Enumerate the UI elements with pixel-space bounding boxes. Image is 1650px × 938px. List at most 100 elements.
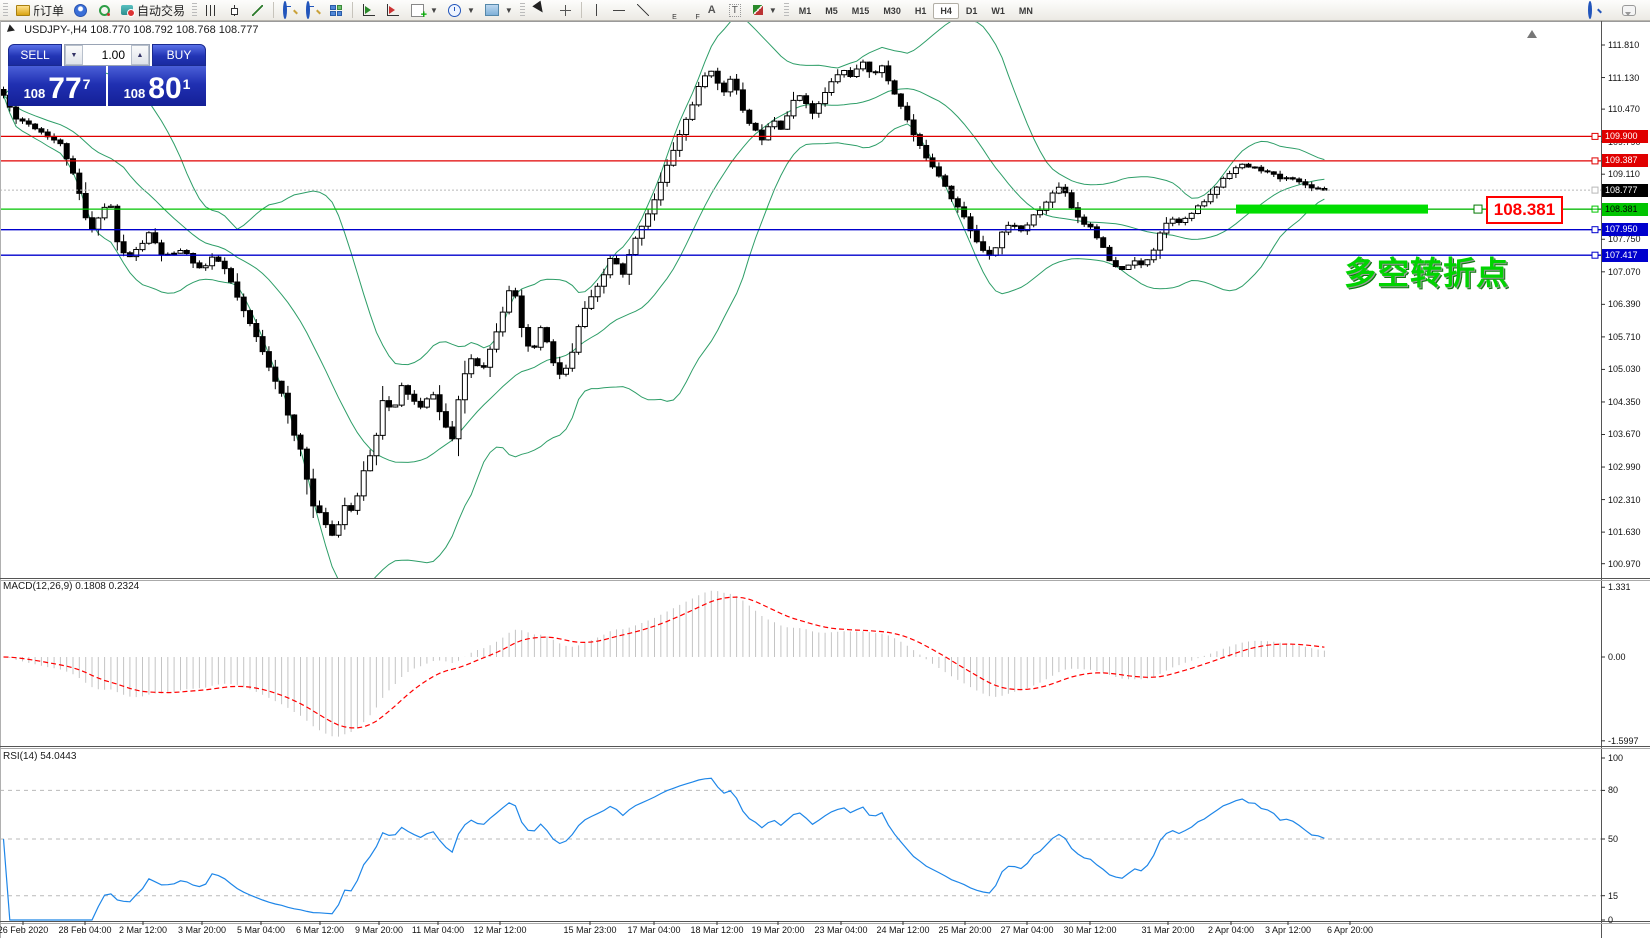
time-label[interactable]: 11 Mar 04:00 [411,925,465,935]
time-label[interactable]: 15 Mar 23:00 [563,925,617,935]
timeframe-w1[interactable]: W1 [991,6,1005,16]
toolbar-grip[interactable] [519,3,525,17]
hline-handle[interactable] [1591,132,1599,140]
arrows-tool[interactable]: ▼ [747,1,781,19]
new-order-button[interactable]: 新订单 [11,1,68,19]
price-tick-107.750: 107.750 [1608,234,1641,245]
price-tick-106.390: 106.390 [1608,299,1641,310]
time-label[interactable]: 17 Mar 04:00 [627,925,681,935]
volume-increase-button[interactable]: ▲ [131,45,149,65]
template-icon [484,4,499,16]
trendline-tool[interactable] [631,1,655,19]
time-label[interactable]: 23 Mar 04:00 [814,925,868,935]
price-line-badge-109.900: 109.900 [1602,129,1648,143]
vertical-line-tool[interactable] [586,1,607,19]
callout-anchor-handle[interactable] [1473,204,1483,214]
text-label-tool[interactable]: T [723,1,747,19]
strategy-step-button[interactable] [381,1,405,19]
hline-handle[interactable] [1591,251,1599,259]
templates-button[interactable]: ▼ [479,1,517,19]
time-label[interactable]: 18 Mar 12:00 [690,925,744,935]
time-label[interactable]: 6 Mar 12:00 [295,925,345,935]
dropdown-icon: ▼ [430,5,438,15]
time-label[interactable]: 12 Mar 12:00 [473,925,527,935]
chart-play-icon [363,4,376,16]
chart-shift-marker[interactable] [1527,25,1537,38]
rsi-tick-15: 15 [1608,890,1619,901]
timeframe-d1[interactable]: D1 [965,6,978,16]
community-button[interactable] [68,1,93,19]
time-label[interactable]: 26 Feb 2020 [0,925,49,935]
search-button[interactable] [1583,0,1606,19]
price-line-badge-108.777: 108.777 [1602,183,1648,197]
buy-price-button[interactable]: 108 80 1 [108,66,206,106]
time-label[interactable]: 25 Mar 20:00 [938,925,992,935]
autotrading-button[interactable]: 自动交易 [116,1,189,19]
vertical-line-icon [595,4,597,16]
toolbar-grip[interactable] [783,3,789,17]
periods-button[interactable]: ▼ [442,1,479,19]
time-label[interactable]: 5 Mar 04:00 [236,925,286,935]
rsi-tick-0: 0 [1608,915,1614,925]
toolbar-grip[interactable] [192,3,198,17]
fibonacci-tool[interactable]: F [695,13,700,21]
sell-price-button[interactable]: 108 77 7 [8,66,106,106]
bar-chart-button[interactable] [200,1,223,19]
strategy-test-button[interactable] [357,1,381,19]
hline-handle[interactable] [1591,186,1599,194]
price-tick-100.970: 100.970 [1608,558,1641,569]
timeframe-mn[interactable]: MN [1018,6,1033,16]
timeframe-m15[interactable]: M15 [851,6,870,16]
macd-signal-line [3,596,1325,729]
clock-icon [447,3,461,17]
sell-button[interactable]: SELL [8,44,62,66]
text-tool[interactable]: A [701,1,723,19]
channel-tool[interactable]: E [672,13,677,21]
tile-windows-button[interactable] [324,1,348,19]
cursor-tool-button[interactable] [528,0,554,20]
zoom-out-button[interactable] [301,0,324,19]
new-chart-button[interactable]: ▼ [405,1,442,21]
turning-point-note[interactable]: 多空转折点 [1344,255,1510,291]
volume-decrease-button[interactable]: ▼ [65,45,83,65]
time-label[interactable]: 3 Apr 12:00 [1264,925,1312,935]
volume-input[interactable] [83,45,131,65]
chat-button[interactable] [1616,1,1642,19]
time-label[interactable]: 2 Apr 04:00 [1207,925,1255,935]
time-label[interactable]: 30 Mar 12:00 [1063,925,1117,935]
timeframe-m30[interactable]: M30 [883,6,901,16]
hline-handle[interactable] [1591,226,1599,234]
price-line-badge-108.381: 108.381 [1602,202,1648,216]
candle-wicks [3,59,1325,538]
toolbar-grip[interactable] [3,3,8,17]
time-label[interactable]: 31 Mar 20:00 [1141,925,1195,935]
time-label[interactable]: 3 Mar 20:00 [177,925,227,935]
symbol-marker-icon [6,24,21,36]
hline-handle[interactable] [1591,157,1599,165]
timeframe-m1[interactable]: M1 [798,6,812,16]
price-callout-label[interactable]: 108.381 [1486,196,1563,224]
time-label[interactable]: 19 Mar 20:00 [751,925,805,935]
buy-button[interactable]: BUY [152,44,206,66]
time-label[interactable]: 28 Feb 04:00 [58,925,112,935]
timeframe-h1[interactable]: H1 [914,6,927,16]
price-tick-110.470: 110.470 [1608,104,1640,115]
time-label[interactable]: 9 Mar 20:00 [354,925,404,935]
time-label[interactable]: 2 Mar 12:00 [118,925,168,935]
cursor-icon [532,0,550,20]
timeframe-m5[interactable]: M5 [825,6,838,16]
line-chart-button[interactable] [246,1,269,19]
candlestick-chart-button[interactable] [223,1,246,19]
timeframe-h4[interactable]: H4 [933,3,959,19]
zoom-in-button[interactable] [278,0,301,19]
horizontal-line-tool[interactable] [607,1,631,19]
symbol-name: USDJPY-,H4 [24,24,88,36]
trend-segment[interactable] [1236,204,1428,214]
time-label[interactable]: 27 Mar 04:00 [1000,925,1054,935]
time-label[interactable]: 24 Mar 12:00 [876,925,930,935]
crosshair-tool-button[interactable] [554,1,577,19]
time-label[interactable]: 6 Apr 20:00 [1326,925,1374,935]
signals-button[interactable] [93,1,116,19]
